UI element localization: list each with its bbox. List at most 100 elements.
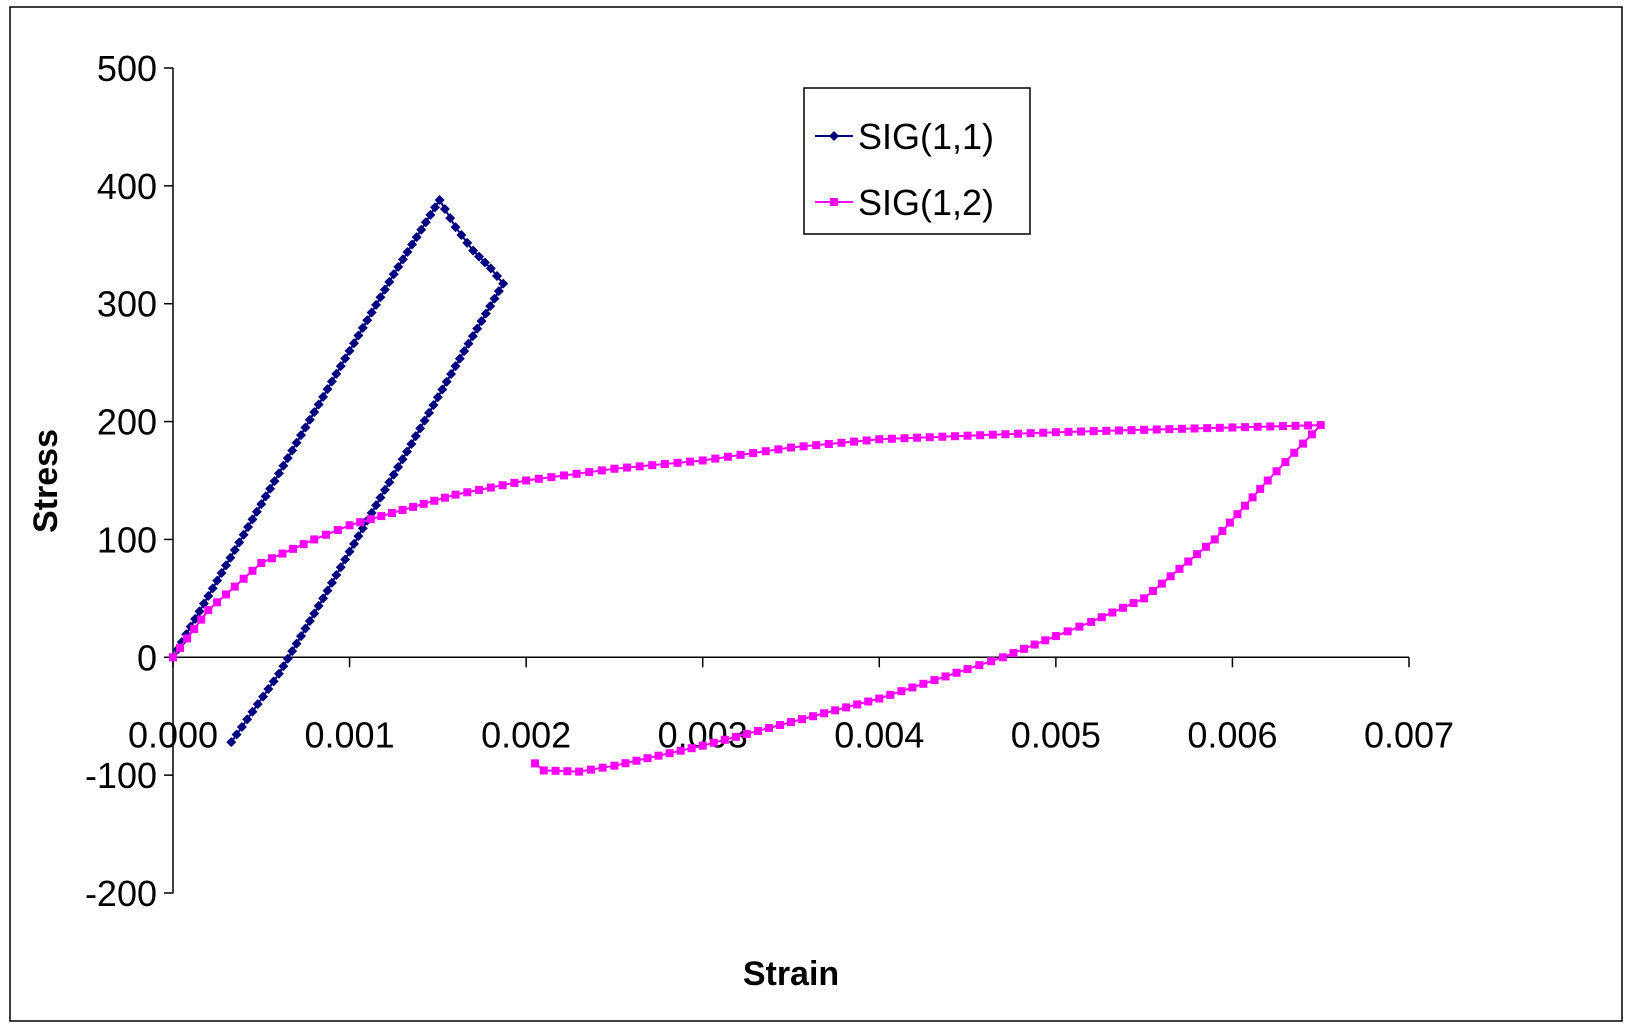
- data-point-marker: [941, 672, 950, 681]
- data-point-marker: [1064, 427, 1073, 436]
- legend-item: SIG(1,1): [815, 116, 994, 157]
- data-point-marker: [432, 392, 443, 403]
- x-tick-label: 0.000: [128, 714, 218, 755]
- data-point-marker: [416, 224, 427, 235]
- data-point-marker: [1190, 424, 1199, 433]
- data-point-marker: [236, 721, 247, 732]
- data-point-marker: [379, 484, 390, 495]
- data-point-marker: [1248, 493, 1257, 502]
- data-point-marker: [169, 653, 177, 662]
- data-point-marker: [242, 714, 253, 725]
- x-tick-label: 0.005: [1011, 714, 1101, 755]
- data-point-marker: [251, 506, 262, 517]
- data-point-marker: [572, 469, 581, 478]
- data-point-marker: [213, 598, 222, 607]
- data-point-marker: [415, 423, 426, 434]
- data-point-marker: [451, 490, 460, 499]
- data-point-marker: [559, 471, 568, 480]
- data-point-marker: [1089, 427, 1098, 436]
- data-point-marker: [450, 361, 461, 372]
- data-point-marker: [774, 445, 783, 454]
- data-point-marker: [1075, 622, 1084, 631]
- data-point-marker: [348, 338, 359, 349]
- data-point-marker: [299, 540, 308, 549]
- data-point-marker: [220, 560, 231, 571]
- y-tick-label: 500: [97, 48, 157, 89]
- data-point-marker: [1140, 425, 1149, 434]
- data-point-marker: [829, 131, 839, 141]
- data-point-marker: [963, 431, 972, 440]
- data-point-marker: [493, 286, 504, 297]
- data-point-marker: [976, 431, 985, 440]
- data-point-marker: [291, 437, 302, 448]
- data-point-marker: [212, 575, 223, 586]
- y-axis-title: Stress: [27, 429, 65, 533]
- data-point-marker: [635, 462, 644, 471]
- data-point-marker: [987, 657, 996, 666]
- data-point-marker: [221, 590, 230, 599]
- data-point-marker: [463, 488, 472, 497]
- data-point-marker: [207, 583, 218, 594]
- data-point-marker: [1051, 428, 1060, 437]
- data-point-marker: [687, 744, 696, 753]
- data-point-marker: [203, 591, 214, 601]
- series-2: [169, 421, 1325, 776]
- data-point-marker: [335, 361, 346, 372]
- data-point-marker: [345, 521, 354, 530]
- data-point-marker: [366, 307, 377, 318]
- y-tick-label: -100: [85, 755, 157, 796]
- data-point-marker: [1009, 649, 1018, 658]
- x-tick-label: 0.001: [305, 714, 395, 755]
- data-point-marker: [256, 499, 267, 510]
- data-point-marker: [720, 735, 729, 744]
- data-point-marker: [950, 432, 959, 441]
- data-point-marker: [1026, 429, 1035, 438]
- data-point-marker: [875, 694, 884, 703]
- data-point-marker: [862, 436, 871, 445]
- data-point-marker: [291, 638, 302, 649]
- data-point-marker: [831, 706, 840, 715]
- data-point-marker: [837, 438, 846, 447]
- x-tick-label: 0.004: [834, 714, 924, 755]
- data-point-marker: [1304, 421, 1313, 430]
- y-tick-label: -200: [85, 873, 157, 914]
- data-point-marker: [643, 754, 652, 763]
- data-point-marker: [547, 473, 556, 482]
- data-point-marker: [384, 477, 395, 488]
- data-point-marker: [938, 432, 947, 441]
- data-point-marker: [742, 729, 751, 738]
- data-point-marker: [439, 204, 450, 215]
- data-point-marker: [268, 676, 279, 687]
- data-point-marker: [300, 422, 311, 433]
- data-point-marker: [1077, 427, 1086, 436]
- data-point-marker: [1087, 617, 1096, 626]
- data-point-marker: [371, 500, 382, 511]
- data-point-marker: [1228, 423, 1237, 432]
- data-point-marker: [353, 531, 364, 542]
- data-point-marker: [1253, 422, 1262, 431]
- data-point-marker: [397, 454, 408, 465]
- data-point-marker: [1157, 579, 1166, 588]
- data-point-marker: [563, 767, 572, 776]
- data-point-marker: [248, 566, 257, 575]
- data-point-marker: [318, 593, 329, 604]
- data-point-marker: [610, 761, 619, 770]
- data-point-marker: [809, 712, 818, 721]
- data-point-marker: [238, 529, 249, 540]
- data-point-marker: [247, 514, 258, 525]
- data-point-marker: [263, 683, 274, 694]
- data-point-marker: [335, 562, 346, 573]
- data-point-marker: [799, 442, 808, 451]
- data-point-marker: [654, 751, 663, 760]
- data-point-marker: [273, 468, 284, 479]
- data-point-marker: [300, 623, 311, 634]
- data-point-marker: [401, 446, 412, 457]
- data-point-marker: [348, 538, 359, 549]
- y-tick-label: 400: [97, 166, 157, 207]
- data-point-marker: [1263, 476, 1272, 485]
- data-point-marker: [485, 301, 496, 312]
- data-point-marker: [731, 732, 740, 741]
- data-point-marker: [1165, 425, 1174, 434]
- data-point-marker: [357, 322, 368, 333]
